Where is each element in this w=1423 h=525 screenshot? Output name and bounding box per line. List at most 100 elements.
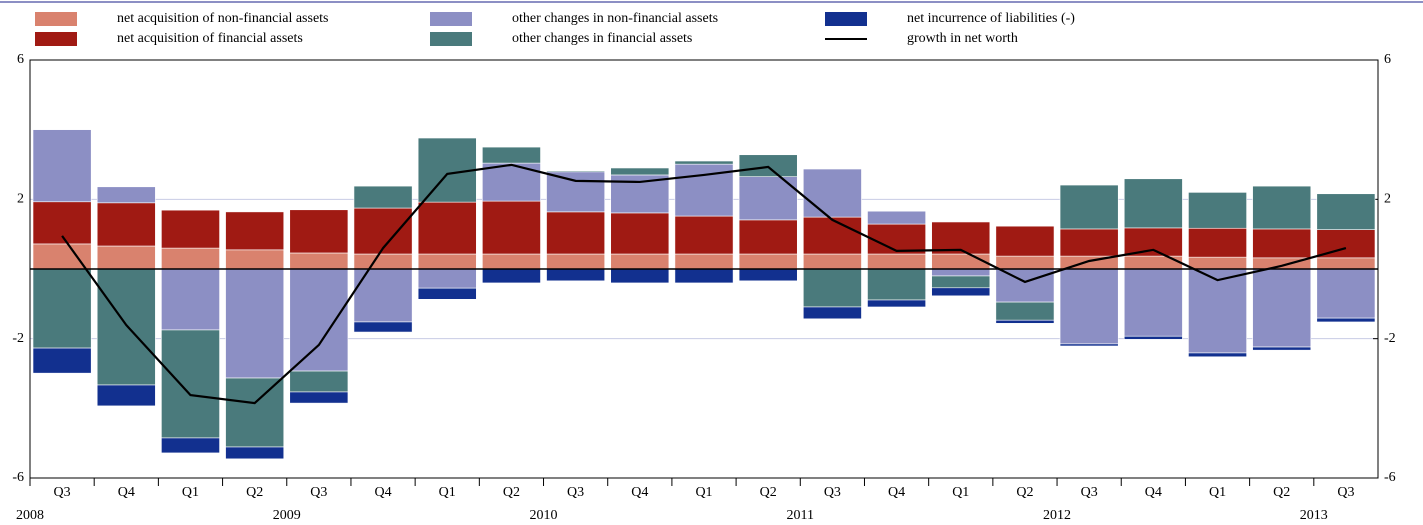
- bar-segment: [96, 202, 156, 247]
- bar-segment: [995, 225, 1055, 257]
- legend-label: growth in net worth: [907, 31, 1018, 46]
- bar-segment: [1316, 257, 1376, 270]
- bar-segment: [995, 301, 1055, 321]
- year-label: 2013: [1300, 508, 1328, 523]
- x-tick-label: Q1: [695, 485, 712, 500]
- bar-segment: [674, 160, 734, 165]
- year-label: 2008: [16, 508, 44, 523]
- bar-segment: [353, 185, 413, 209]
- x-tick-label: Q4: [631, 485, 648, 500]
- bar-segment: [482, 146, 541, 164]
- bar-segment: [225, 249, 285, 270]
- bar-segment: [32, 129, 92, 203]
- bar-segment: [417, 201, 477, 255]
- bar-segment: [546, 211, 606, 255]
- bar-segment: [995, 268, 1055, 303]
- bar-segment: [738, 253, 798, 270]
- bar-segment: [96, 245, 156, 270]
- x-tick-label: Q4: [118, 485, 135, 500]
- bar-segment: [867, 268, 926, 301]
- bar-segment: [1316, 317, 1376, 323]
- bar-segment: [225, 446, 285, 460]
- bar-segment: [225, 377, 285, 448]
- legend-label: net acquisition of non-financial assets: [117, 11, 329, 26]
- bar-segment: [1188, 268, 1247, 354]
- bar-segment: [546, 171, 606, 213]
- bar-segment: [995, 255, 1055, 270]
- bar-segment: [482, 200, 541, 255]
- x-tick-label: Q2: [1273, 485, 1290, 500]
- bar-segment: [610, 167, 670, 176]
- bar-segment: [417, 253, 477, 270]
- bar-segment: [1252, 346, 1312, 351]
- bar-segment: [161, 209, 220, 249]
- bar-segment: [1316, 268, 1376, 319]
- bar-segment: [32, 243, 92, 270]
- bar-segment: [1316, 229, 1376, 259]
- bar-segment: [1059, 228, 1119, 257]
- year-label: 2012: [1043, 508, 1071, 523]
- x-tick-label: Q2: [1016, 485, 1033, 500]
- bar-segment: [32, 347, 92, 374]
- bar-segment: [161, 247, 220, 270]
- bar-segment: [738, 219, 798, 255]
- bar-segment: [1252, 268, 1312, 348]
- bar-segment: [353, 207, 413, 255]
- legend-swatch: [35, 12, 77, 26]
- bar-segment: [546, 170, 606, 173]
- bar-segment: [674, 253, 734, 270]
- bar-segment: [1123, 227, 1183, 257]
- bar-segment: [482, 268, 541, 284]
- bar-segment: [931, 268, 991, 277]
- y2-tick-label: 6: [1384, 52, 1391, 67]
- bar-segment: [1188, 352, 1247, 358]
- bar-segment: [931, 253, 991, 270]
- bar-segment: [1316, 193, 1376, 230]
- y-tick-label: -2: [12, 331, 24, 346]
- year-label: 2009: [273, 508, 301, 523]
- bar-segment: [1123, 255, 1183, 270]
- bar-segment: [353, 253, 413, 270]
- legend-label: other changes in financial assets: [512, 31, 692, 46]
- y2-tick-label: -2: [1384, 331, 1396, 346]
- legend-swatch: [430, 12, 472, 26]
- bar-segment: [289, 252, 349, 270]
- bar-segment: [417, 287, 477, 300]
- legend-swatch: [430, 32, 472, 46]
- bar-segment: [802, 216, 862, 255]
- plot-frame: [29, 59, 1379, 479]
- bar-segment: [867, 299, 926, 308]
- legend-swatch: [825, 12, 867, 26]
- x-tick-label: Q3: [567, 485, 584, 500]
- bar-segment: [674, 215, 734, 255]
- x-tick-label: Q4: [1145, 485, 1162, 500]
- bar-segment: [1059, 343, 1119, 347]
- bar-segment: [1188, 227, 1247, 258]
- bar-segment: [802, 306, 862, 320]
- bar-segment: [289, 268, 349, 372]
- y-tick-label: -6: [12, 470, 24, 485]
- bar-segment: [802, 168, 862, 218]
- x-tick-label: Q3: [1081, 485, 1098, 500]
- bar-segment: [1252, 228, 1312, 259]
- bar-segment: [1188, 192, 1247, 229]
- bar-segment: [931, 275, 991, 289]
- bar-segment: [161, 329, 220, 439]
- bar-segment: [161, 268, 220, 331]
- bar-segment: [931, 221, 991, 255]
- bar-segment: [1123, 335, 1183, 340]
- bar-segment: [867, 223, 926, 255]
- bar-segment: [289, 391, 349, 404]
- bar-segment: [482, 253, 541, 270]
- x-tick-label: Q1: [439, 485, 456, 500]
- bar-segment: [867, 210, 926, 225]
- x-tick-label: Q1: [182, 485, 199, 500]
- bar-segment: [867, 253, 926, 270]
- legend-label: net incurrence of liabilities (-): [907, 11, 1075, 26]
- x-tick-label: Q2: [246, 485, 263, 500]
- bar-segment: [1188, 256, 1247, 270]
- x-tick-label: Q1: [952, 485, 969, 500]
- bar-segment: [225, 211, 285, 251]
- year-label: 2010: [530, 508, 558, 523]
